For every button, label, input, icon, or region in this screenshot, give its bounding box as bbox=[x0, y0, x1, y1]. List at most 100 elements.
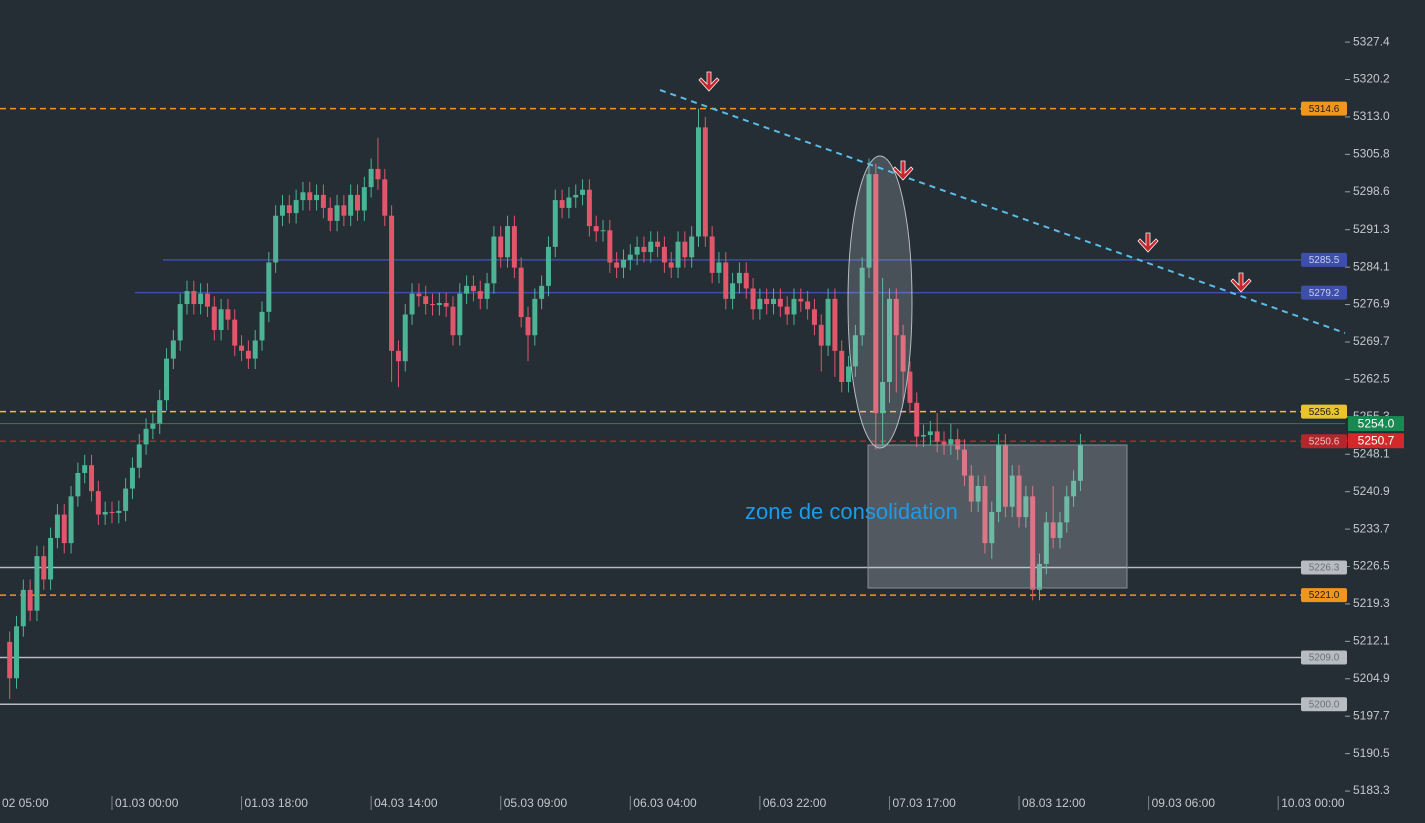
candle-body bbox=[109, 511, 115, 513]
candle-body bbox=[607, 230, 613, 263]
drawings: zone de consolidation bbox=[659, 71, 1346, 589]
candle-body bbox=[75, 472, 81, 497]
candle-body bbox=[327, 207, 333, 221]
candle-body bbox=[539, 285, 545, 299]
candle-body bbox=[634, 246, 640, 255]
candle-body bbox=[1043, 522, 1049, 564]
candle-body bbox=[177, 304, 183, 341]
candle-body bbox=[730, 283, 736, 299]
candle-body bbox=[702, 127, 708, 237]
level-tag-label: 5209.0 bbox=[1309, 653, 1340, 664]
candle-body bbox=[375, 168, 381, 180]
levels bbox=[0, 107, 1345, 705]
candles bbox=[7, 108, 1083, 700]
y-tick-label: 5219.3 bbox=[1353, 596, 1390, 610]
candle-body bbox=[961, 449, 967, 476]
candle-body bbox=[941, 441, 947, 445]
consolidation-zone bbox=[867, 444, 1128, 589]
candle-body bbox=[736, 272, 742, 284]
price-tag-label: 5254.0 bbox=[1358, 416, 1395, 430]
candle-body bbox=[123, 488, 129, 511]
candle-body bbox=[409, 293, 415, 315]
candle-body bbox=[573, 194, 579, 198]
candle-body bbox=[191, 291, 197, 305]
candle-body bbox=[218, 309, 224, 331]
candle-body bbox=[436, 303, 442, 306]
candle-body bbox=[334, 205, 340, 221]
y-tick-label: 5313.0 bbox=[1353, 109, 1390, 123]
candle-body bbox=[914, 402, 920, 437]
y-tick-label: 5276.9 bbox=[1353, 297, 1390, 311]
level-tag-label: 5279.2 bbox=[1309, 288, 1340, 299]
x-tick-label: 05.03 09:00 bbox=[504, 796, 568, 810]
candle-body bbox=[689, 236, 695, 258]
candle-body bbox=[416, 293, 422, 297]
candle-body bbox=[170, 340, 176, 359]
candle-body bbox=[184, 291, 190, 305]
trend-line bbox=[659, 89, 1346, 334]
y-tick-label: 5269.7 bbox=[1353, 334, 1390, 348]
candle-body bbox=[620, 259, 626, 268]
candle-body bbox=[470, 285, 476, 292]
candle-body bbox=[27, 589, 33, 611]
candle-body bbox=[668, 262, 674, 268]
candle-body bbox=[204, 293, 210, 307]
candle-body bbox=[1009, 475, 1015, 507]
candle-body bbox=[252, 340, 258, 359]
candle-body bbox=[273, 215, 279, 263]
x-tick-label: 02 05:00 bbox=[2, 796, 49, 810]
candle-body bbox=[1030, 496, 1036, 590]
y-tick-label: 5226.5 bbox=[1353, 559, 1390, 573]
candle-body bbox=[934, 431, 940, 442]
level-tag bbox=[1301, 560, 1347, 575]
price-tag bbox=[1348, 433, 1404, 449]
x-tick-label: 01.03 00:00 bbox=[115, 796, 179, 810]
candle-body bbox=[82, 465, 88, 473]
y-tick-label: 5240.9 bbox=[1353, 484, 1390, 498]
candle-body bbox=[696, 127, 701, 237]
candle-body bbox=[921, 435, 927, 437]
candle-body bbox=[1016, 475, 1022, 518]
candle-body bbox=[743, 272, 749, 289]
candle-body bbox=[279, 205, 285, 216]
candle-body bbox=[198, 293, 204, 305]
candle-body bbox=[982, 485, 988, 544]
candle-body bbox=[771, 298, 777, 305]
down-arrow bbox=[698, 71, 720, 92]
candle-body bbox=[314, 194, 320, 201]
candle-body bbox=[54, 514, 60, 538]
candle-body bbox=[989, 511, 995, 544]
candle-body bbox=[996, 444, 1002, 512]
candle-body bbox=[627, 254, 633, 260]
candle-body bbox=[48, 537, 54, 580]
candle-body bbox=[832, 298, 838, 351]
x-tick-label: 10.03 00:00 bbox=[1281, 796, 1345, 810]
candle-body bbox=[716, 262, 722, 273]
candle-body bbox=[511, 226, 517, 268]
candle-body bbox=[259, 311, 265, 341]
y-tick-label: 5212.1 bbox=[1353, 634, 1390, 648]
price-tag bbox=[1348, 416, 1404, 432]
candle-body bbox=[14, 626, 19, 679]
candle-body bbox=[457, 293, 463, 336]
candle-body bbox=[95, 491, 101, 515]
candle-body bbox=[293, 200, 299, 214]
candle-body bbox=[907, 371, 913, 403]
candle-body bbox=[1057, 522, 1063, 538]
candle-body bbox=[361, 187, 367, 211]
level-tag-label: 5200.0 bbox=[1309, 699, 1340, 710]
candle-body bbox=[245, 350, 251, 359]
candle-body bbox=[266, 262, 272, 312]
candle-body bbox=[89, 465, 95, 492]
candle-body bbox=[948, 439, 954, 445]
candle-body bbox=[41, 556, 47, 580]
highlight-ellipse bbox=[847, 155, 913, 449]
candle-body bbox=[395, 350, 401, 362]
x-tick-label: 08.03 12:00 bbox=[1022, 796, 1086, 810]
candle-body bbox=[34, 556, 40, 611]
candle-body bbox=[648, 241, 654, 253]
level-tag-label: 5285.5 bbox=[1309, 255, 1340, 266]
candle-body bbox=[593, 226, 599, 232]
candle-body bbox=[825, 298, 831, 346]
y-tick-label: 5183.3 bbox=[1353, 783, 1390, 797]
